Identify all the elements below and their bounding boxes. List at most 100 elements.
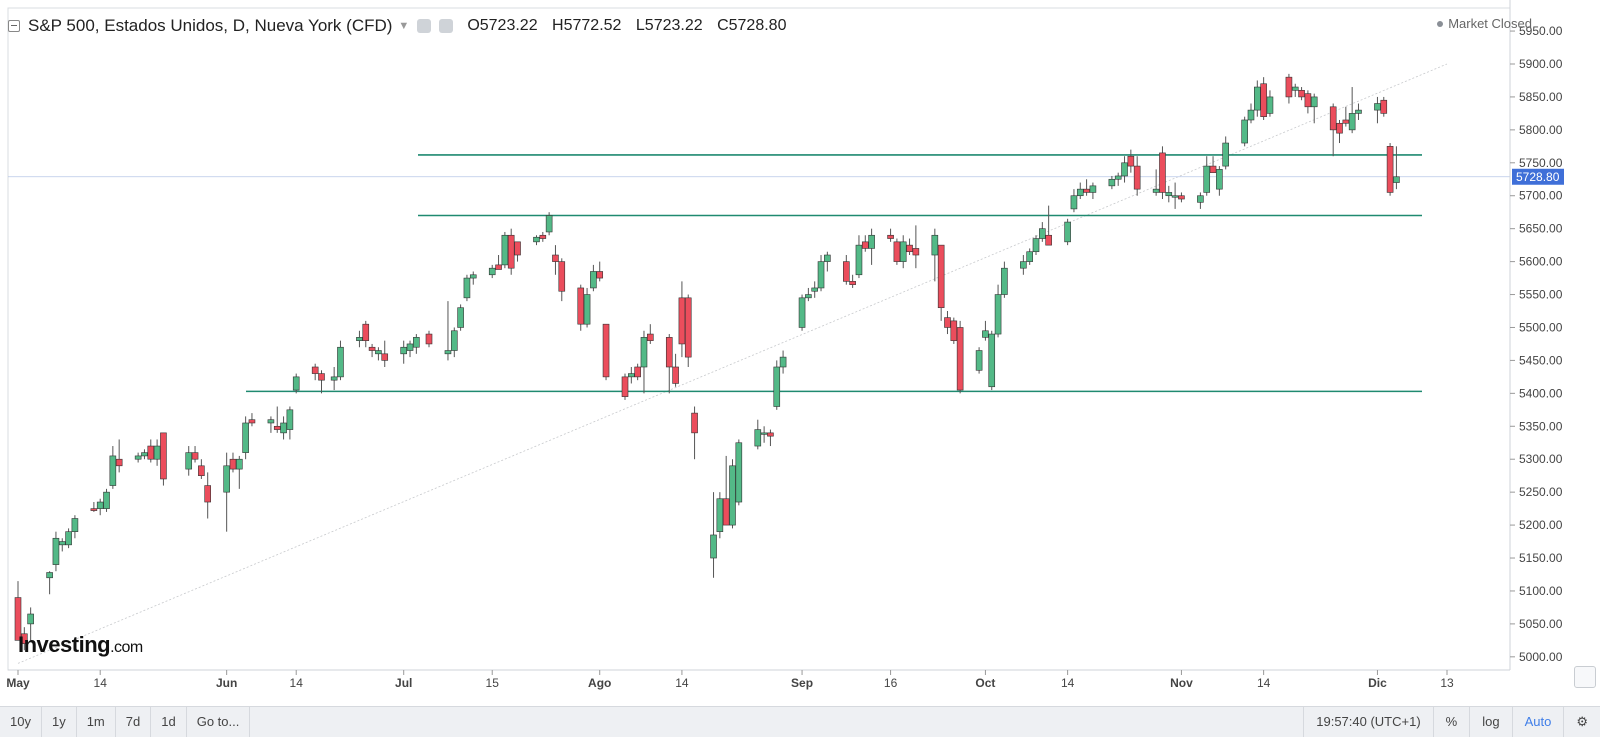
- candle[interactable]: [868, 228, 875, 265]
- candle[interactable]: [267, 416, 275, 433]
- candle[interactable]: [684, 294, 692, 367]
- eye-icon[interactable]: [417, 19, 432, 33]
- candle[interactable]: [691, 406, 698, 460]
- candle[interactable]: [362, 320, 370, 348]
- candle[interactable]: [912, 225, 920, 269]
- candle[interactable]: [577, 284, 585, 331]
- range-1y-button[interactable]: 1y: [42, 707, 77, 737]
- candle[interactable]: [678, 281, 686, 358]
- candle[interactable]: [1032, 235, 1040, 256]
- candle[interactable]: [590, 264, 597, 292]
- candle[interactable]: [893, 238, 901, 265]
- candle[interactable]: [735, 439, 743, 506]
- candle[interactable]: [191, 446, 199, 463]
- candle[interactable]: [716, 492, 724, 539]
- gear-icon[interactable]: ⚙: [1563, 707, 1600, 737]
- candle[interactable]: [1197, 192, 1204, 209]
- candle[interactable]: [1285, 73, 1293, 104]
- price-chart[interactable]: 5950.00 5900.00 5850.00 5800.00 5750.00 5700.…: [0, 0, 1600, 706]
- candle[interactable]: [425, 330, 433, 348]
- candle[interactable]: [1348, 87, 1356, 134]
- candle[interactable]: [779, 350, 787, 374]
- candle[interactable]: [318, 370, 325, 394]
- candle[interactable]: [514, 241, 521, 262]
- candle[interactable]: [956, 320, 964, 394]
- candle[interactable]: [899, 235, 907, 269]
- candle[interactable]: [1374, 96, 1381, 124]
- instrument-title[interactable]: S&P 500, Estados Unidos, D, Nueva York (…: [28, 16, 393, 35]
- candle[interactable]: [665, 334, 673, 394]
- candle[interactable]: [488, 264, 496, 279]
- candle[interactable]: [805, 287, 812, 302]
- candle[interactable]: [1266, 90, 1274, 117]
- candle[interactable]: [311, 363, 319, 381]
- candle[interactable]: [1241, 116, 1248, 147]
- candle[interactable]: [937, 244, 945, 321]
- candle[interactable]: [1108, 175, 1116, 190]
- candle[interactable]: [115, 439, 123, 473]
- candle[interactable]: [507, 228, 515, 275]
- candle[interactable]: [337, 340, 344, 381]
- candle[interactable]: [950, 317, 958, 344]
- candle[interactable]: [1121, 156, 1128, 183]
- candle[interactable]: [1342, 106, 1350, 127]
- candle[interactable]: [767, 429, 774, 447]
- candle[interactable]: [596, 261, 604, 282]
- candle[interactable]: [944, 311, 951, 335]
- candle[interactable]: [533, 235, 540, 246]
- candle[interactable]: [849, 274, 856, 288]
- candle[interactable]: [824, 251, 831, 272]
- candle[interactable]: [400, 340, 408, 364]
- candle[interactable]: [457, 304, 464, 331]
- candle[interactable]: [811, 281, 818, 298]
- candle[interactable]: [640, 330, 648, 394]
- candle[interactable]: [103, 488, 110, 512]
- candle[interactable]: [1247, 103, 1255, 124]
- candle[interactable]: [1222, 136, 1229, 170]
- range-1d-button[interactable]: 1d: [151, 707, 187, 737]
- percent-scale-button[interactable]: %: [1432, 707, 1470, 737]
- candle[interactable]: [406, 340, 414, 358]
- candle[interactable]: [1291, 83, 1299, 97]
- candle[interactable]: [722, 455, 730, 526]
- candle[interactable]: [1216, 166, 1223, 196]
- candle[interactable]: [558, 258, 566, 302]
- candle[interactable]: [994, 284, 1002, 338]
- candle[interactable]: [1386, 143, 1394, 196]
- candle[interactable]: [975, 347, 983, 374]
- candle[interactable]: [109, 446, 117, 489]
- candle[interactable]: [855, 235, 863, 279]
- candle[interactable]: [65, 528, 72, 549]
- candle[interactable]: [71, 515, 79, 539]
- candle[interactable]: [273, 406, 281, 433]
- candle[interactable]: [229, 452, 237, 473]
- candle[interactable]: [236, 455, 243, 489]
- candle[interactable]: [450, 327, 458, 358]
- candle[interactable]: [153, 439, 161, 466]
- candle[interactable]: [1260, 77, 1267, 120]
- candle[interactable]: [185, 446, 193, 476]
- candle[interactable]: [223, 452, 230, 532]
- candle[interactable]: [552, 245, 559, 275]
- candle[interactable]: [147, 439, 155, 463]
- candle[interactable]: [1178, 192, 1185, 203]
- log-scale-button[interactable]: log: [1469, 707, 1511, 737]
- candle[interactable]: [1064, 218, 1071, 246]
- candle[interactable]: [413, 334, 420, 354]
- candle[interactable]: [1171, 182, 1179, 209]
- candle[interactable]: [46, 571, 53, 595]
- candle[interactable]: [861, 235, 869, 252]
- candle[interactable]: [368, 343, 376, 358]
- candle[interactable]: [1209, 156, 1217, 173]
- candle[interactable]: [1165, 185, 1173, 203]
- candle[interactable]: [1310, 93, 1318, 124]
- candle[interactable]: [248, 413, 256, 427]
- candle[interactable]: [634, 363, 641, 381]
- candle[interactable]: [628, 366, 635, 384]
- candle[interactable]: [204, 472, 211, 519]
- candle[interactable]: [906, 238, 913, 256]
- range-10y-button[interactable]: 10y: [0, 707, 42, 737]
- candle[interactable]: [602, 323, 610, 381]
- candle[interactable]: [58, 538, 66, 552]
- candle[interactable]: [356, 330, 363, 348]
